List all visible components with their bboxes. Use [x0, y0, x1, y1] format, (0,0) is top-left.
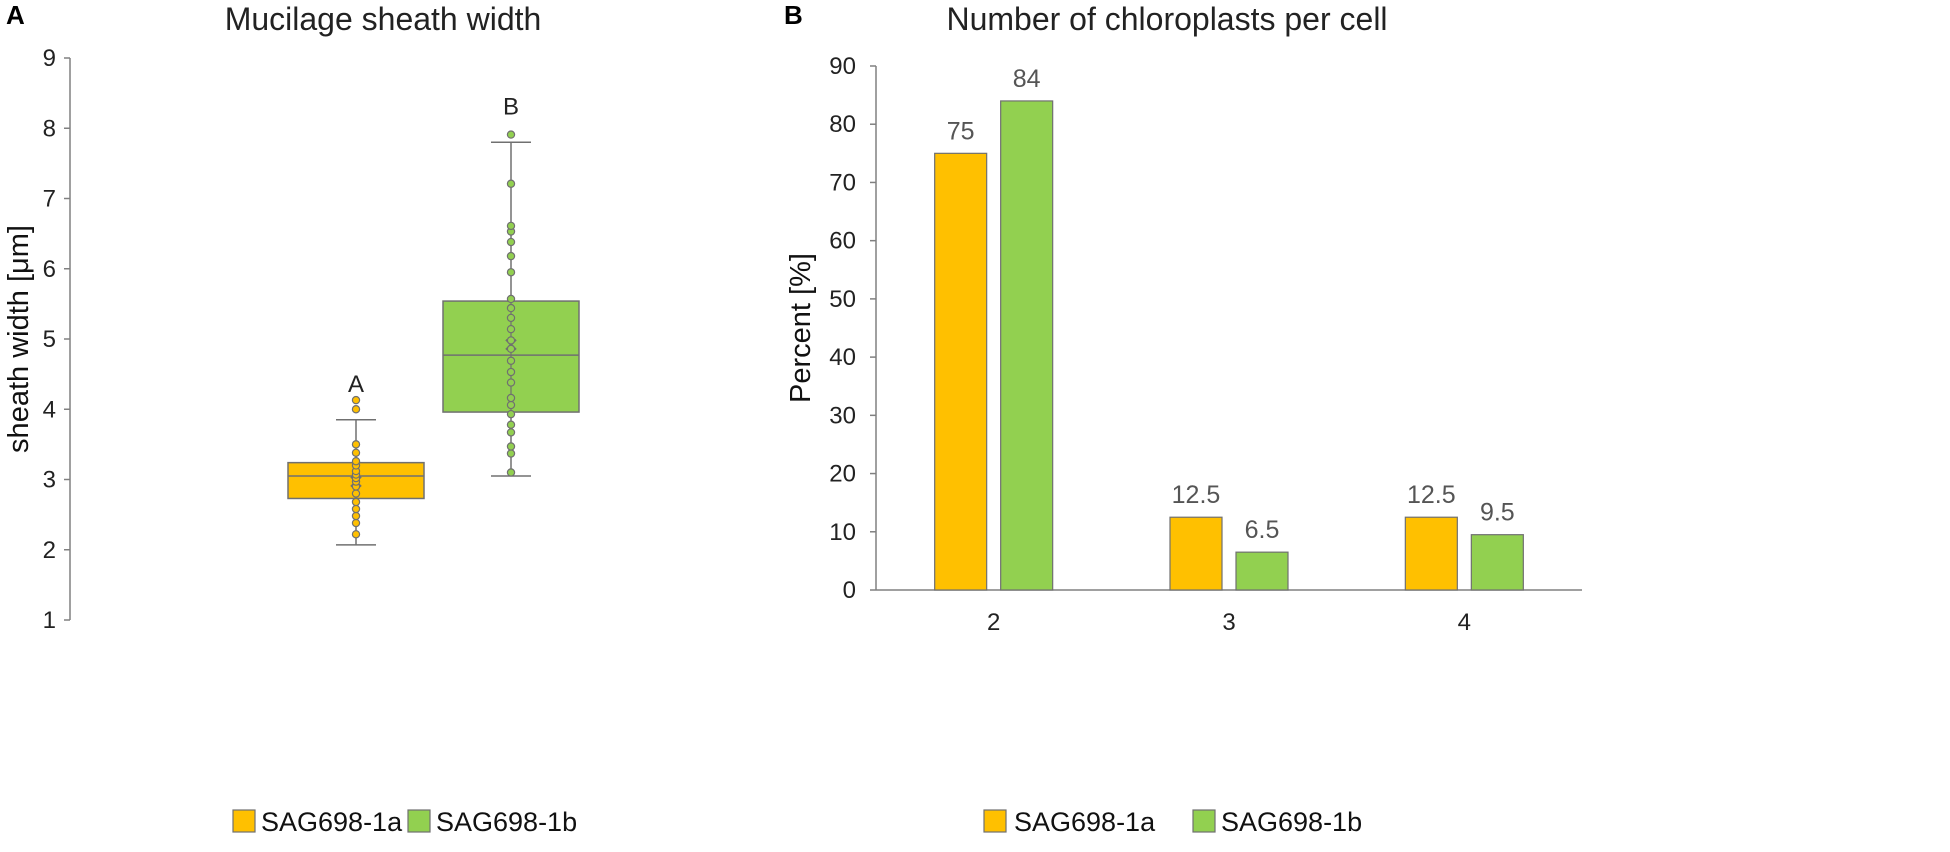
x-tick-label-b: 4	[1458, 609, 1471, 636]
data-point	[506, 428, 516, 437]
y-tick-label-b: 80	[829, 111, 856, 138]
data-point	[506, 303, 516, 313]
data-label: 6.5	[1245, 516, 1280, 544]
y-tick-label-b: 40	[829, 344, 856, 371]
y-tick-label-a: 5	[43, 326, 56, 353]
panel-b-bar-chart: B Number of chloroplasts per cell Percent …	[784, 0, 1582, 837]
y-tick-label-b: 10	[829, 519, 856, 546]
data-point	[351, 497, 361, 507]
data-point	[506, 468, 516, 477]
y-tick-label-b: 20	[829, 461, 856, 488]
y-tick-label-a: 1	[43, 607, 56, 634]
x-tick-label-b: 2	[987, 609, 1000, 636]
data-point	[506, 356, 516, 365]
y-axis-label-b: Percent [%]	[785, 253, 817, 403]
bar-SAG698-1a-2	[934, 152, 988, 591]
y-tick-label-a: 6	[43, 256, 56, 283]
data-point	[506, 344, 516, 354]
legend-swatch-a	[232, 809, 256, 833]
legend-label: SAG698-1a	[261, 807, 403, 837]
data-point	[506, 179, 516, 188]
data-point	[506, 237, 516, 247]
legend-label: SAG698-1b	[436, 807, 577, 837]
y-tick-label-a: 9	[43, 45, 56, 72]
data-label: 12.5	[1407, 481, 1456, 509]
y-tick-label-a: 8	[43, 115, 56, 142]
y-tick-label-a: 7	[43, 186, 56, 213]
y-tick-label-a: 4	[43, 396, 56, 423]
significance-label: B	[503, 93, 519, 120]
data-point	[506, 251, 516, 261]
data-label: 9.5	[1480, 499, 1515, 527]
data-point	[351, 395, 361, 405]
y-axis-label-a: sheath width [μm]	[3, 225, 35, 453]
data-point	[351, 440, 361, 449]
data-point	[506, 367, 516, 377]
data-point	[506, 400, 516, 410]
data-point	[506, 268, 516, 277]
data-point	[351, 457, 361, 466]
data-point	[351, 504, 361, 514]
data-label: 84	[1013, 65, 1041, 93]
legend-swatch-b	[1192, 809, 1216, 833]
data-point	[506, 378, 516, 387]
data-point	[506, 393, 516, 403]
chart-title-b: Number of chloroplasts per cell	[946, 1, 1387, 37]
data-point	[506, 420, 516, 429]
bar-SAG698-1b-2	[1000, 100, 1054, 591]
y-tick-label-a: 2	[43, 537, 56, 564]
data-point	[351, 530, 361, 539]
y-tick-label-b: 70	[829, 169, 856, 196]
data-point	[351, 405, 361, 414]
x-tick-label-b: 3	[1222, 609, 1235, 636]
legend-swatch-a	[983, 809, 1007, 833]
bar-SAG698-1a-4	[1404, 516, 1458, 591]
y-tick-label-b: 0	[843, 577, 856, 604]
y-tick-label-b: 30	[829, 402, 856, 429]
data-label: 12.5	[1172, 481, 1221, 509]
data-point	[506, 449, 516, 458]
legend-label: SAG698-1a	[1014, 807, 1156, 837]
significance-label: A	[348, 371, 364, 398]
y-tick-label-b: 50	[829, 286, 856, 313]
legend-swatch-b	[407, 809, 431, 833]
bar-SAG698-1b-3	[1235, 551, 1289, 591]
data-point	[506, 409, 516, 419]
panel-a-box-plot: A Mucilage sheath width sheath width [μm] 1…	[3, 0, 580, 837]
panel-letter-a: A	[6, 0, 25, 30]
bar-SAG698-1b-4	[1470, 534, 1524, 591]
data-point	[506, 324, 516, 334]
data-point	[506, 313, 516, 323]
bar-SAG698-1a-3	[1169, 516, 1223, 591]
y-tick-label-b: 90	[829, 53, 856, 80]
data-point	[351, 448, 361, 458]
data-point	[351, 518, 361, 528]
y-tick-label-a: 3	[43, 467, 56, 494]
chart-title-a: Mucilage sheath width	[225, 1, 542, 37]
data-label: 75	[947, 117, 975, 145]
panel-letter-b: B	[784, 0, 803, 30]
data-point	[351, 489, 361, 498]
legend-label: SAG698-1b	[1221, 807, 1362, 837]
data-point	[506, 336, 516, 345]
data-point	[506, 221, 516, 231]
y-tick-label-b: 60	[829, 228, 856, 255]
data-point	[506, 294, 516, 304]
data-point	[506, 130, 516, 139]
data-point	[351, 511, 361, 521]
data-point	[506, 442, 516, 451]
